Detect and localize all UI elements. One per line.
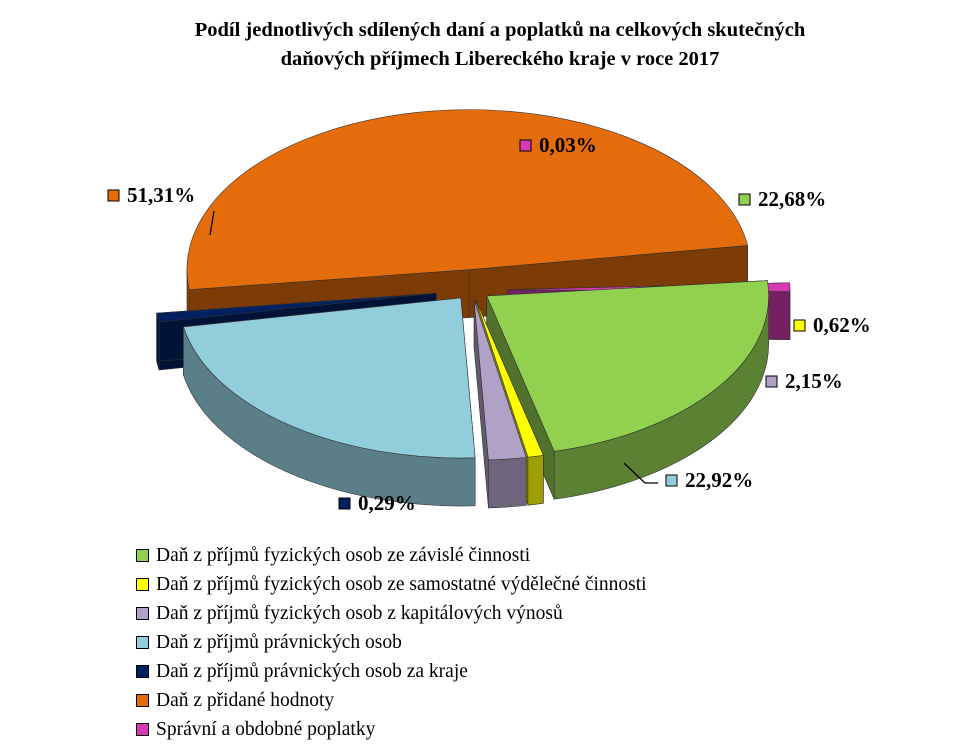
legend-label: Daň z příjmů právnických osob [156,631,402,653]
data-label: 2,15% [765,369,843,393]
pie-slice [183,297,476,507]
legend-label: Daň z příjmů fyzických osob ze samostatn… [156,573,647,595]
legend-item: Daň z příjmů fyzických osob ze závislé č… [136,541,647,570]
data-label: 0,03% [519,133,597,157]
data-label-text: 0,03% [539,133,597,157]
legend: Daň z příjmů fyzických osob ze závislé č… [136,541,647,744]
legend-item: Daň z příjmů fyzických osob z kapitálový… [136,599,647,628]
legend-label: Daň z příjmů právnických osob za kraje [156,660,468,682]
data-label-swatch [665,474,678,487]
leader-line [623,462,658,484]
data-label-swatch [519,139,532,152]
data-label-swatch [793,319,806,332]
data-label-text: 0,29% [358,491,416,515]
chart-title-line-1: Podíl jednotlivých sdílených daní a popl… [194,19,806,41]
legend-item: Daň z příjmů právnických osob [136,628,647,657]
legend-swatch [136,723,149,736]
data-label-swatch [765,375,778,388]
legend-item: Správní a obdobné poplatky [136,715,647,744]
data-label: 22,68% [738,187,826,211]
data-label-text: 51,31% [127,183,195,207]
data-label: 22,92% [665,468,753,492]
pie-slice [486,280,769,500]
legend-swatch [136,636,149,649]
legend-label: Daň z příjmů fyzických osob z kapitálový… [156,602,563,624]
data-label: 51,31% [107,183,195,207]
leader-line [209,210,215,236]
legend-swatch [136,549,149,562]
legend-label: Daň z příjmů fyzických osob ze závislé č… [156,544,531,566]
legend-swatch [136,578,149,591]
legend-swatch [136,665,149,678]
chart-title: Podíl jednotlivých sdílených daní a popl… [120,16,880,74]
legend-label: Správní a obdobné poplatky [156,718,376,740]
legend-swatch [136,607,149,620]
pie-chart: 22,68% 0,62% 2,15% 22,92% 0,29% 51,31% 0,03% [107,109,871,515]
data-label-swatch [107,189,120,202]
data-label-text: 22,68% [758,187,826,211]
data-label-swatch [738,193,751,206]
data-label-swatch [338,497,351,510]
legend-item: Daň z příjmů fyzických osob ze samostatn… [136,570,647,599]
chart-title-line-2: daňových příjmech Libereckého kraje v ro… [280,48,720,70]
legend-item: Daň z přidané hodnoty [136,686,647,715]
data-label-text: 22,92% [685,468,753,492]
data-label-text: 2,15% [785,369,843,393]
legend-swatch [136,694,149,707]
pie-slice [473,300,527,509]
legend-item: Daň z příjmů právnických osob za kraje [136,657,647,686]
data-label: 0,29% [338,491,416,515]
legend-label: Daň z přidané hodnoty [156,689,335,711]
data-label-text: 0,62% [813,313,871,337]
pie-slices [156,109,791,509]
data-label: 0,62% [793,313,871,337]
